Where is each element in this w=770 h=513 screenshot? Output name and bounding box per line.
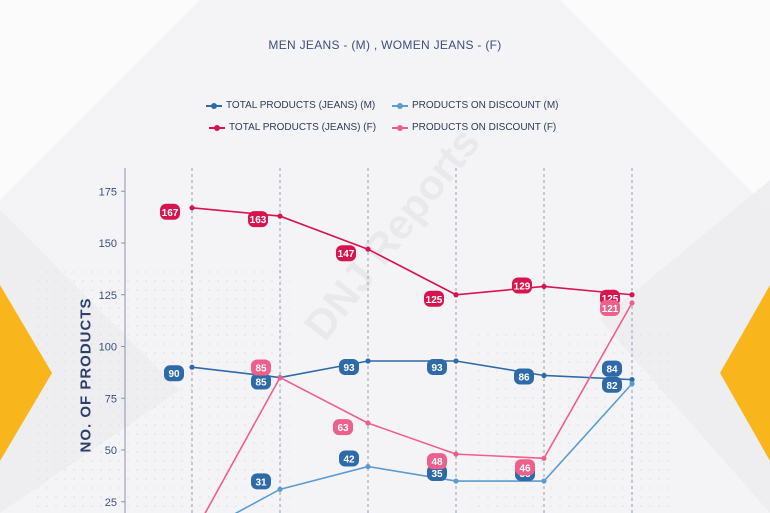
data-label-badge [600, 300, 620, 317]
data-label-badge [424, 290, 444, 307]
data-label-badge [251, 373, 271, 390]
legend-label: PRODUCTS ON DISCOUNT (F) [412, 122, 557, 133]
data-label-badge [160, 203, 180, 220]
data-label-badge [427, 358, 447, 375]
legend-item: PRODUCTS ON DISCOUNT (M) [392, 100, 558, 111]
data-point [189, 364, 195, 370]
data-label: 129 [514, 281, 531, 292]
data-label: 167 [162, 208, 179, 219]
data-label: 93 [343, 363, 355, 374]
data-label-badge [427, 453, 447, 470]
data-label-badge [514, 368, 534, 385]
data-label: 121 [602, 304, 619, 315]
data-label: 90 [168, 369, 180, 380]
legend-label: TOTAL PRODUCTS (JEANS) (F) [229, 122, 377, 133]
y-tick-label: 175 [99, 186, 117, 198]
data-point [541, 478, 547, 484]
data-point [453, 478, 459, 484]
y-tick-label: 125 [99, 290, 117, 302]
data-label-badge [512, 277, 532, 294]
data-label-badge [333, 419, 353, 436]
legend-item: PRODUCTS ON DISCOUNT (F) [392, 122, 556, 133]
data-point [629, 381, 635, 387]
legend-item: TOTAL PRODUCTS (JEANS) (F) [209, 122, 376, 133]
legend-item: TOTAL PRODUCTS (JEANS) (M) [206, 100, 375, 111]
y-tick-label: 150 [99, 238, 117, 250]
series-line [234, 383, 633, 513]
y-tick-label: 25 [105, 497, 117, 509]
data-point [541, 283, 547, 290]
data-point [365, 420, 371, 426]
legend-swatch [392, 123, 408, 133]
data-label: 63 [337, 423, 349, 434]
data-label-badge [251, 473, 271, 490]
data-point [365, 463, 371, 470]
data-label: 82 [606, 381, 618, 392]
data-label-badge [336, 245, 356, 262]
data-point [541, 455, 547, 461]
y-tick-label: 100 [99, 342, 117, 354]
data-label-badge [164, 365, 184, 382]
data-label-badge [515, 459, 535, 476]
legend-swatch [206, 101, 222, 111]
left-accent-triangle [0, 285, 52, 461]
legend-label: PRODUCTS ON DISCOUNT (M) [412, 100, 559, 111]
data-label: 86 [518, 372, 530, 383]
data-label: 85 [255, 364, 267, 375]
data-point [629, 292, 635, 298]
data-label-badge [602, 360, 622, 377]
data-point [365, 358, 371, 364]
data-point [277, 486, 283, 492]
data-point [629, 377, 635, 383]
data-point [629, 300, 635, 306]
y-tick-label: 50 [105, 445, 117, 457]
data-point [189, 205, 195, 211]
data-label-badge [602, 376, 622, 393]
data-label-badge [251, 359, 271, 376]
data-label: 46 [519, 463, 531, 474]
data-point [277, 374, 283, 381]
data-label: 84 [606, 365, 618, 376]
chart-title: MEN JEANS - (M) , WOMEN JEANS - (F) [268, 38, 502, 52]
data-point [365, 246, 371, 252]
data-label: 42 [343, 455, 355, 466]
data-label: 147 [338, 249, 355, 260]
data-label: 85 [255, 378, 267, 389]
legend-swatch [392, 101, 408, 111]
y-tick-label: 75 [105, 393, 117, 405]
data-label: 48 [431, 457, 443, 468]
legend-swatch [209, 123, 225, 133]
data-point [453, 451, 459, 457]
legend-label: TOTAL PRODUCTS (JEANS) (M) [226, 100, 376, 111]
data-point [453, 292, 459, 298]
data-label-badge [248, 211, 268, 228]
data-point [453, 358, 459, 364]
data-point [541, 372, 547, 379]
right-accent-triangle [720, 285, 770, 461]
data-label: 163 [250, 215, 267, 226]
data-point [277, 213, 283, 219]
data-label: 125 [602, 294, 619, 305]
data-label: 93 [431, 363, 443, 374]
data-label-badge [339, 450, 359, 467]
series-line [204, 302, 633, 513]
data-label: 125 [426, 295, 443, 306]
data-label: 35 [431, 469, 443, 480]
data-label-badge [339, 358, 359, 375]
data-label: 31 [255, 477, 267, 488]
